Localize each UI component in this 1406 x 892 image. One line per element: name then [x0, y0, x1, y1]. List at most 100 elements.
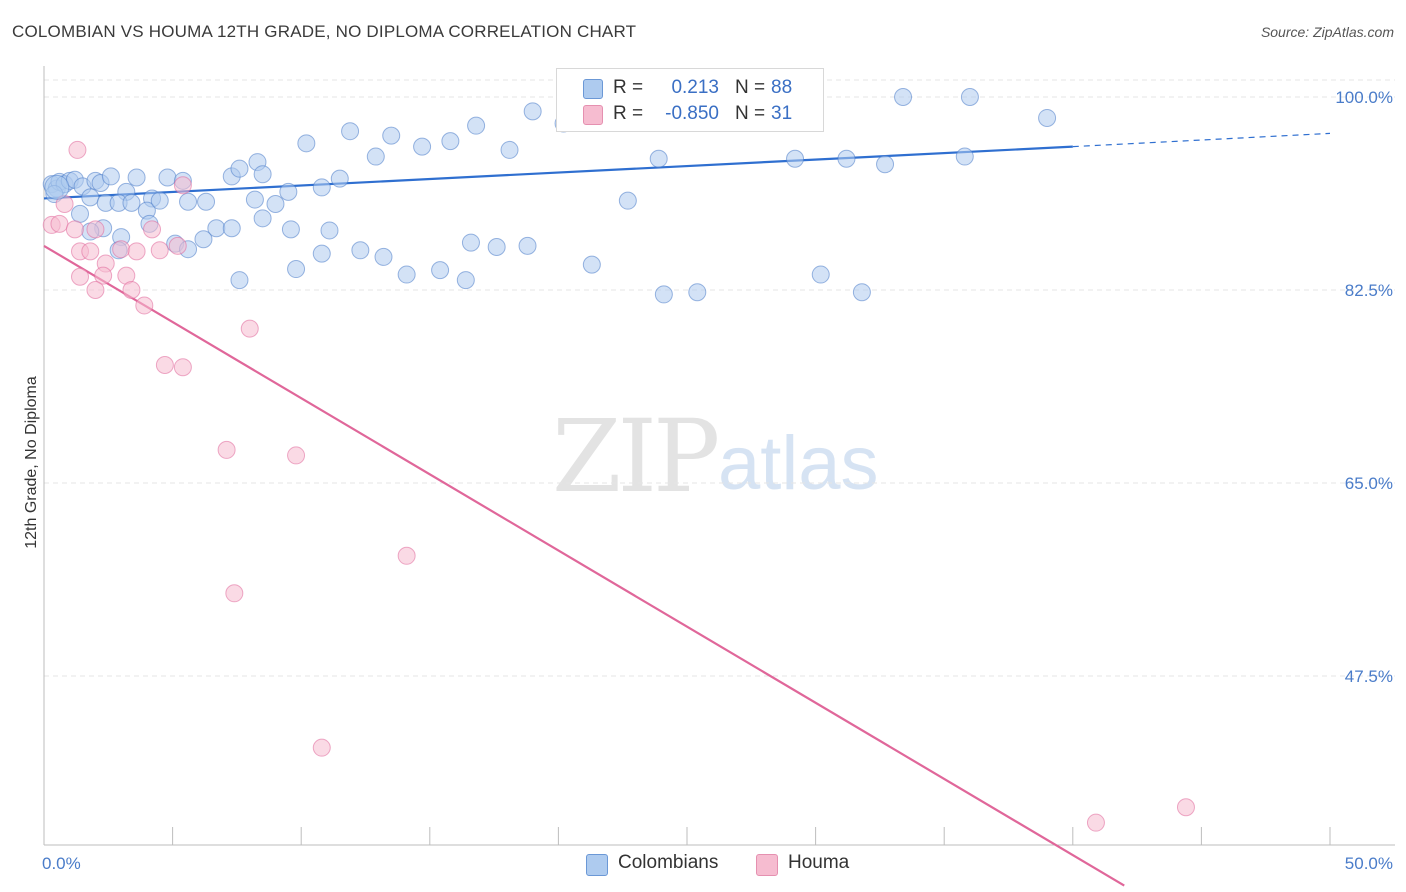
houma-point [86, 220, 105, 239]
houma-point [50, 214, 69, 233]
colombians-point [312, 178, 331, 197]
colombians-point [279, 182, 298, 201]
houma-point [1086, 813, 1105, 832]
watermark-zip: ZIP [552, 398, 720, 515]
colombians-point [500, 140, 519, 159]
legend-swatch-colombians [583, 79, 603, 99]
chart-title: COLOMBIAN VS HOUMA 12TH GRADE, NO DIPLOM… [12, 22, 637, 41]
legend-row-houma: R = -0.850 N = 31 [557, 101, 823, 127]
colombians-point [351, 241, 370, 260]
houma-point [173, 176, 192, 195]
colombians-point [71, 204, 90, 223]
colombians-point [330, 169, 349, 188]
houma-point [127, 242, 146, 261]
legend-r-label: R = [613, 103, 644, 124]
colombians-point [876, 155, 895, 174]
x-tick-label: 0.0% [42, 854, 81, 873]
houma-point [173, 358, 192, 377]
colombians-point [461, 233, 480, 252]
houma-point [312, 738, 331, 757]
legend-n-label: N = [735, 77, 766, 98]
colombians-point [456, 271, 475, 290]
y-tick-label: 65.0% [1345, 474, 1393, 493]
houma-point [287, 446, 306, 465]
colombians-point [101, 167, 120, 186]
houma-point [155, 355, 174, 374]
legend-n-label: N = [735, 103, 766, 124]
colombians-point [245, 190, 264, 209]
houma-point [168, 236, 187, 255]
houma-point [217, 440, 236, 459]
colombians-point [44, 174, 70, 200]
axes [43, 66, 1395, 846]
houma-point [122, 281, 141, 299]
colombians-point [654, 285, 673, 304]
bottom-legend-colombians[interactable]: Colombians [586, 852, 746, 876]
colombians-point [320, 221, 339, 240]
houma-point [240, 319, 259, 338]
colombians-point [441, 132, 460, 151]
bottom-legend-swatch-colombians [586, 854, 608, 876]
colombians-point [150, 191, 169, 210]
houma-point [225, 584, 244, 603]
colombians-point [786, 149, 805, 168]
bottom-legend-swatch-houma [756, 854, 778, 876]
colombians-point [397, 265, 416, 284]
colombians-trend-extension [1072, 132, 1331, 148]
houma-point [135, 296, 154, 315]
colombians-point [179, 192, 198, 211]
legend-r-label: R = [613, 77, 644, 98]
colombians-point [122, 193, 141, 212]
colombians-point [382, 126, 401, 145]
houma-point [397, 546, 416, 565]
legend-swatch-houma [583, 105, 603, 125]
colombians-point [649, 149, 668, 168]
trend-lines [43, 132, 1331, 887]
houma-point [65, 220, 84, 239]
colombians-point [287, 260, 306, 279]
colombians-point [955, 147, 974, 166]
axis-labels: 47.5% 65.0% 82.5% 100.0% 0.0% 50.0% 12th Grade… [23, 88, 1393, 873]
colombians-point [518, 236, 537, 255]
legend-r-value: -0.850 [665, 103, 719, 124]
houma-point [150, 241, 169, 260]
houma-point [71, 267, 90, 286]
colombians-point [366, 147, 385, 166]
data-points [42, 88, 1195, 832]
colombians-point [1038, 108, 1057, 127]
houma-point [68, 140, 87, 159]
colombians-point [266, 194, 285, 213]
legend-n-value: 88 [771, 77, 793, 98]
colombians-point [230, 159, 249, 178]
bottom-legend-houma[interactable]: Houma [756, 852, 876, 876]
colombians-point [894, 88, 913, 106]
colombians-point [194, 230, 213, 249]
houma-point [1176, 798, 1195, 817]
source-credit: Source: ZipAtlas.com [1260, 24, 1394, 40]
colombians-point [811, 265, 830, 284]
stats-legend: R = 0.213 N = 88 R = -0.850 N = 31 [556, 68, 824, 132]
colombians-point [618, 191, 637, 210]
colombians-point [582, 255, 601, 274]
colombians-point [81, 188, 100, 207]
houma-point [94, 266, 113, 285]
houma-point [143, 220, 162, 239]
houma-point [112, 240, 131, 259]
colombians-point [688, 283, 707, 302]
colombians-point [312, 244, 331, 263]
houma-point [81, 242, 100, 261]
colombians-point [230, 271, 249, 290]
colombians-point [523, 102, 542, 121]
colombians-point [467, 116, 486, 135]
colombians-point [960, 88, 979, 106]
colombians-trend-line [43, 145, 1073, 200]
bottom-legend-label-houma: Houma [788, 852, 850, 873]
colombians-point [281, 220, 300, 239]
houma-point [86, 281, 105, 299]
y-tick-label: 100.0% [1335, 88, 1393, 107]
colombians-point [158, 168, 177, 187]
y-tick-label: 47.5% [1345, 667, 1393, 686]
legend-n-value: 31 [771, 103, 793, 124]
colombians-point [413, 137, 432, 156]
